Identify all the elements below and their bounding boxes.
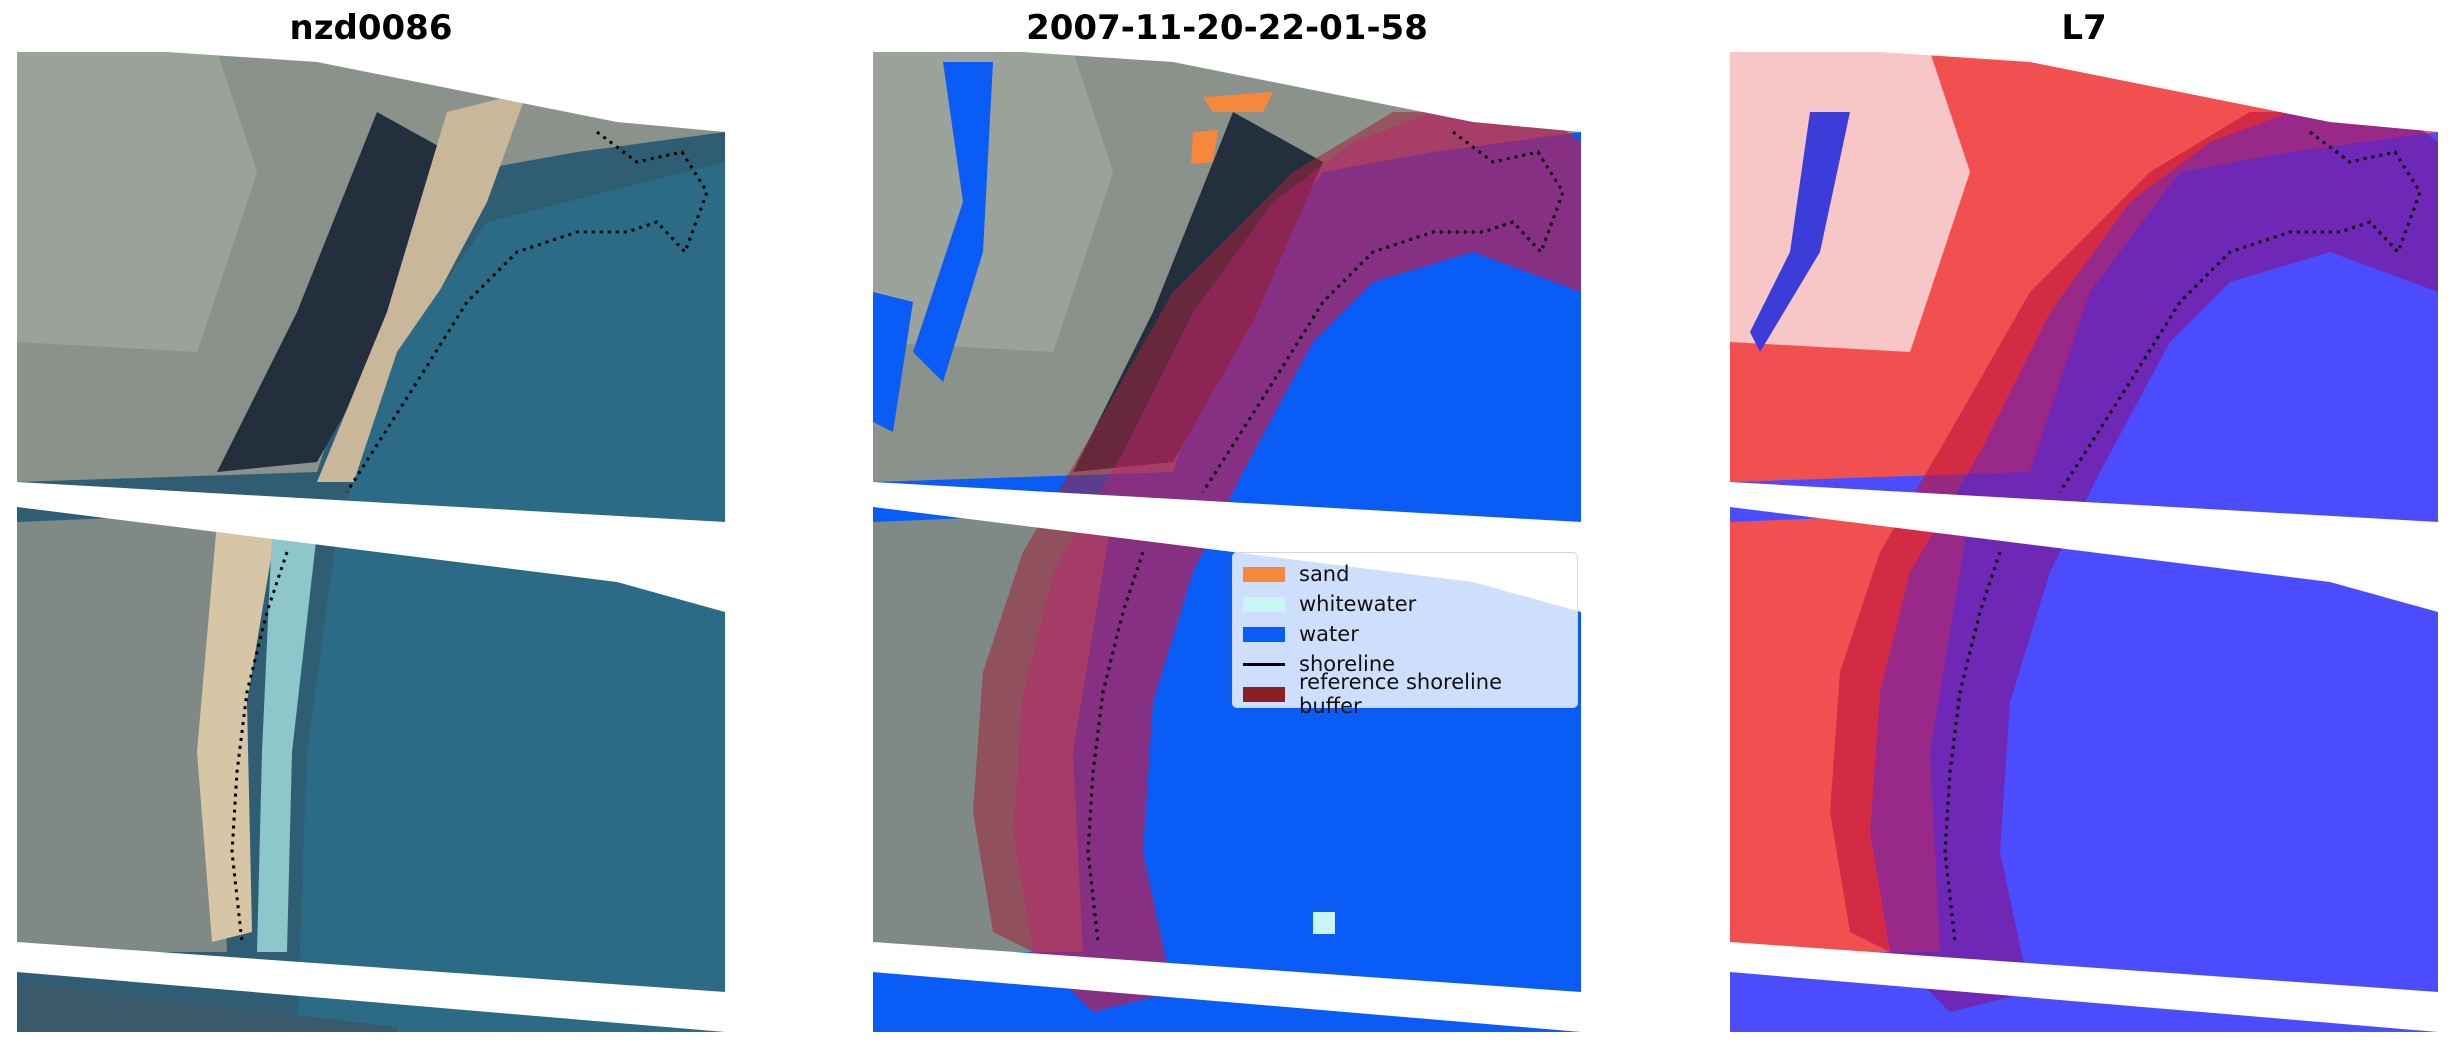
index-image	[1730, 52, 2438, 1032]
panel-title-rgb: nzd0086	[289, 8, 453, 48]
rgb-image-panel	[17, 52, 725, 1032]
legend-item-sand: sand	[1243, 559, 1567, 589]
legend-label-sand: sand	[1299, 562, 1350, 586]
sand-swatch	[1243, 566, 1285, 582]
whitewater-swatch	[1243, 596, 1285, 612]
rgb-image	[17, 52, 725, 1032]
legend-item-water: water	[1243, 619, 1567, 649]
legend-label-buffer: reference shoreline buffer	[1299, 670, 1503, 718]
panel-title-classified: 2007-11-20-22-01-58	[1026, 8, 1428, 48]
legend: sand whitewater water shoreline referenc…	[1232, 552, 1578, 718]
buffer-swatch	[1243, 686, 1285, 702]
legend-label-shoreline: shoreline	[1299, 652, 1396, 676]
legend-label-water: water	[1299, 622, 1359, 646]
legend-label-whitewater: whitewater	[1299, 592, 1417, 616]
shoreline-line	[1243, 662, 1285, 666]
legend-item-buffer: reference shoreline buffer	[1243, 670, 1567, 718]
classified-image-panel	[873, 52, 1581, 1032]
legend-item-shoreline: shoreline	[1243, 649, 1567, 679]
classified-image	[873, 52, 1581, 1032]
legend-item-whitewater: whitewater	[1243, 589, 1567, 619]
index-image-panel	[1730, 52, 2438, 1032]
water-swatch	[1243, 626, 1285, 642]
panel-title-index: L7	[2061, 8, 2107, 48]
